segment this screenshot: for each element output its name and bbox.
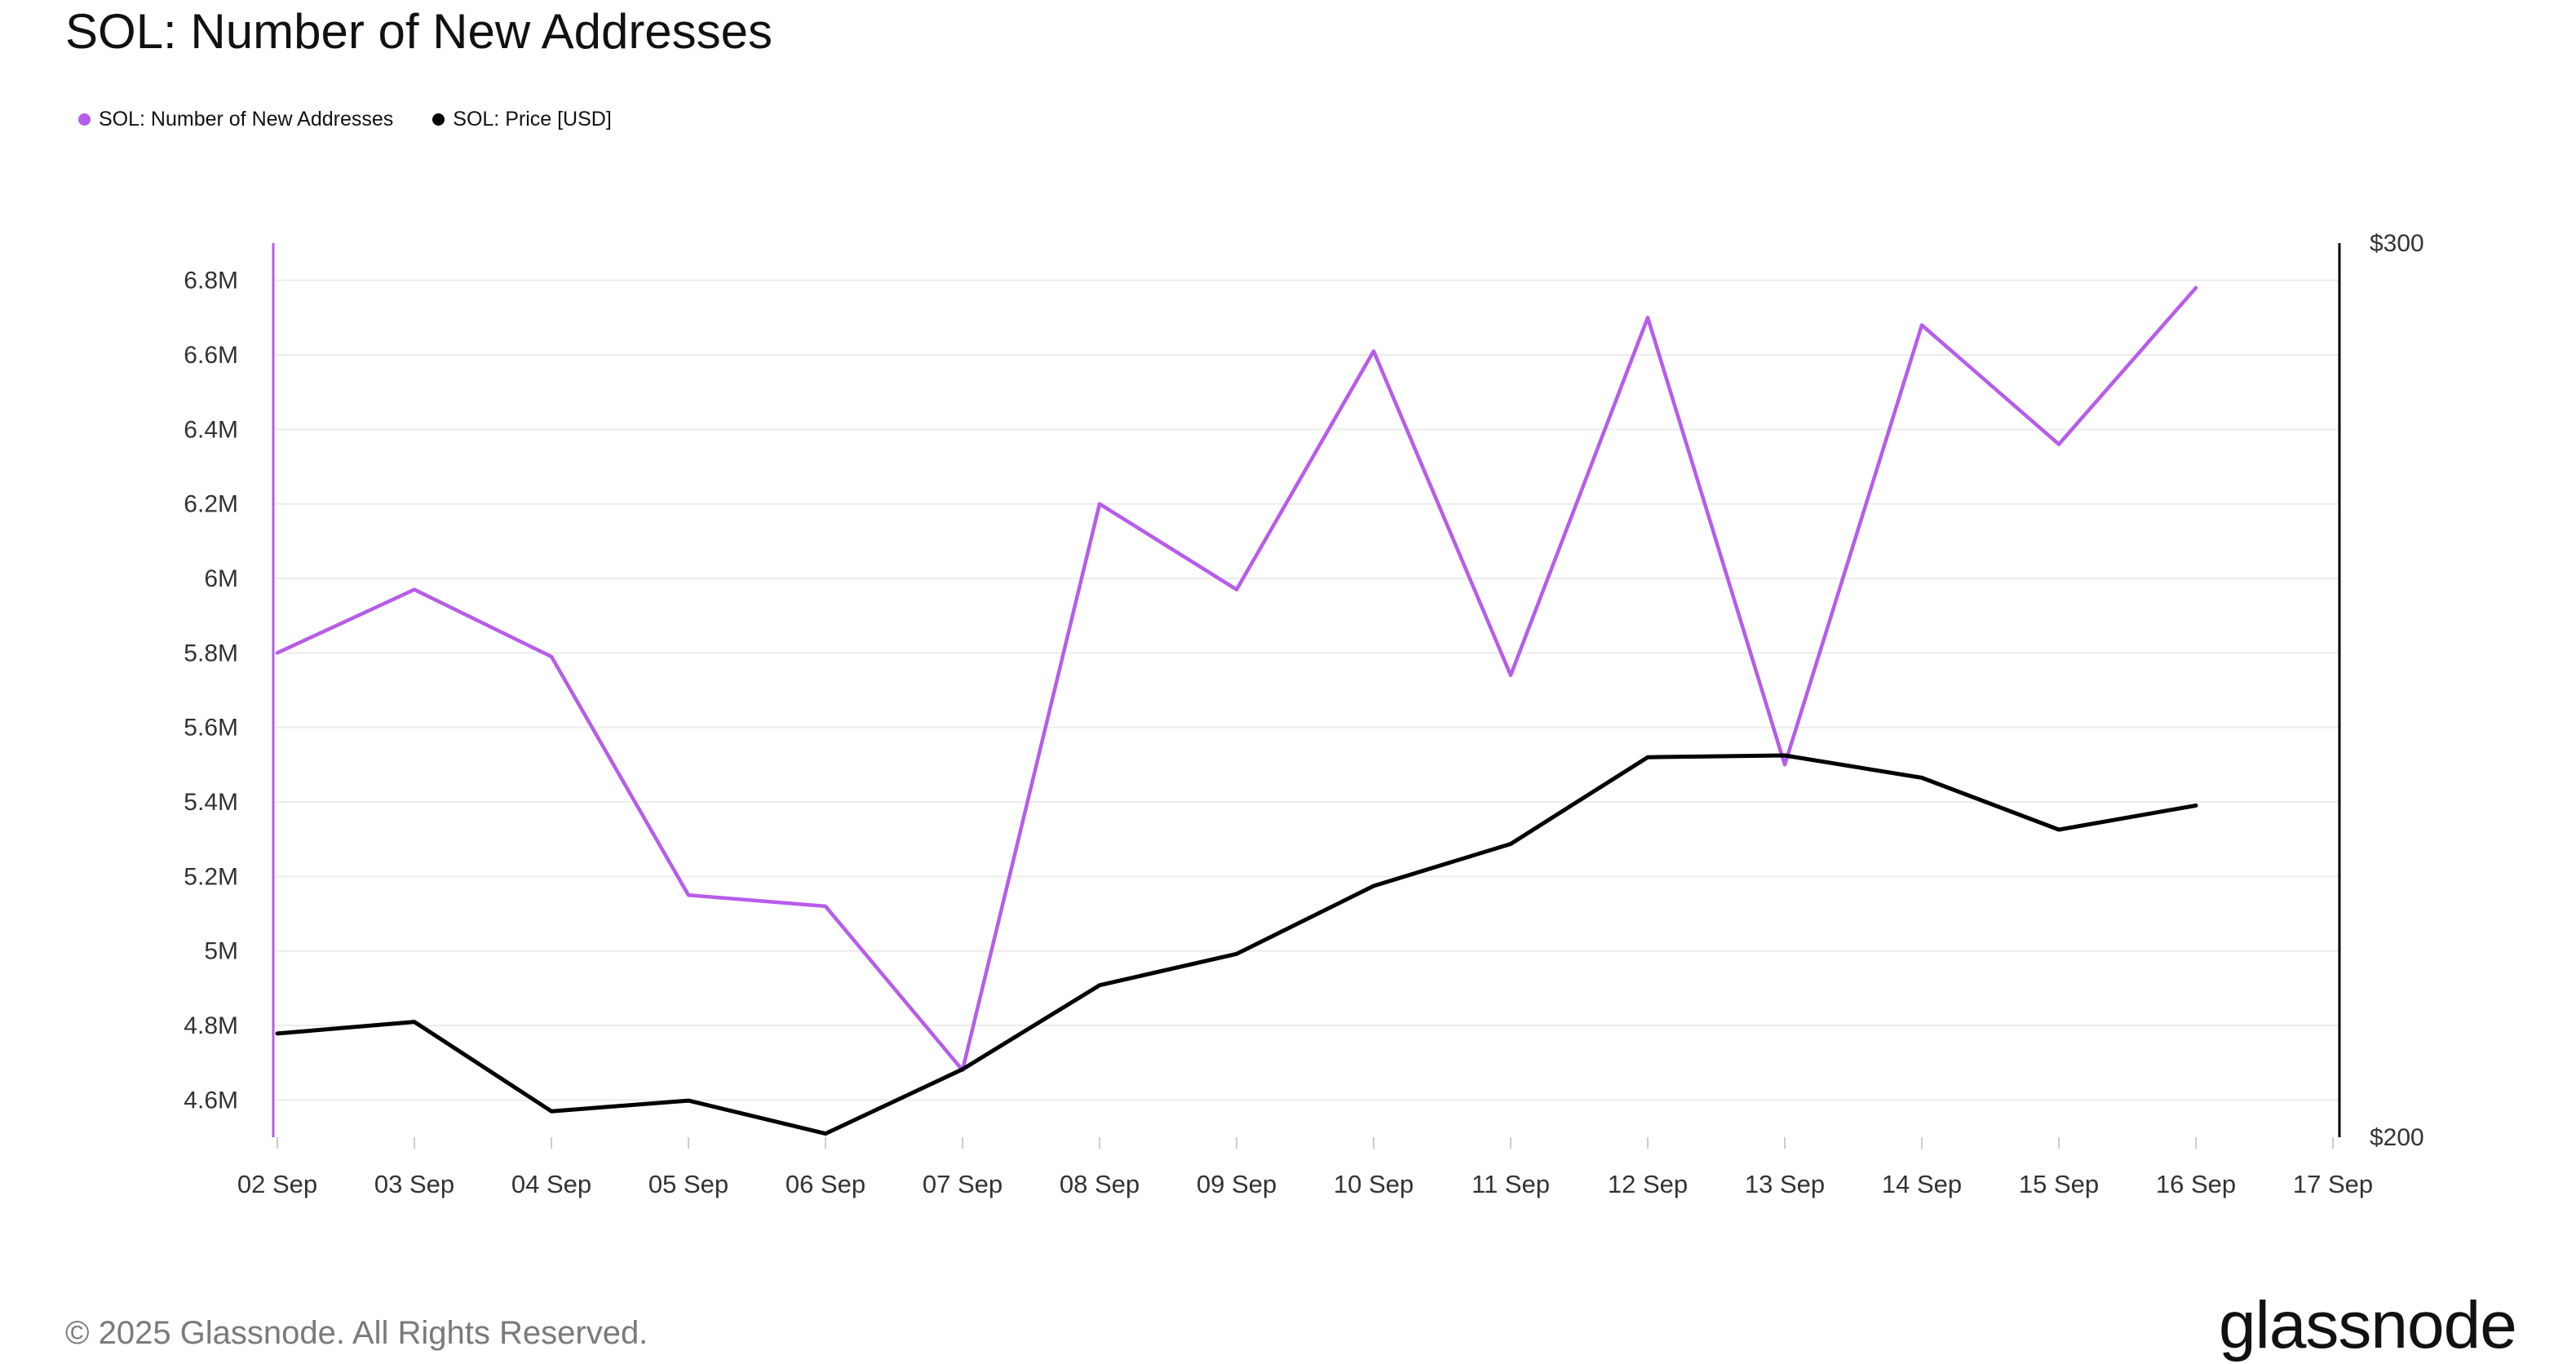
x-tick-label: 11 Sep bbox=[1472, 1170, 1550, 1198]
x-tick-label: 02 Sep bbox=[237, 1170, 317, 1198]
x-tick-label: 17 Sep bbox=[2293, 1170, 2373, 1198]
y-left-tick-label: 5.2M bbox=[184, 863, 238, 890]
legend: SOL: Number of New Addresses SOL: Price … bbox=[78, 108, 612, 131]
x-tick-label: 10 Sep bbox=[1334, 1170, 1414, 1198]
x-tick-label: 03 Sep bbox=[374, 1170, 454, 1198]
y-left-tick-label: 6.8M bbox=[184, 268, 238, 294]
y-left-tick-label: 6M bbox=[204, 565, 238, 592]
y-right-tick-label: $200 bbox=[2370, 1124, 2424, 1151]
x-tick-label: 13 Sep bbox=[1745, 1170, 1825, 1198]
legend-label-new-addresses: SOL: Number of New Addresses bbox=[99, 108, 394, 131]
x-tick-label: 05 Sep bbox=[648, 1170, 728, 1198]
x-tick-label: 06 Sep bbox=[786, 1170, 865, 1198]
y-left-tick-label: 6.2M bbox=[184, 491, 238, 518]
grid-lines bbox=[273, 279, 2339, 1101]
legend-label-price: SOL: Price [USD] bbox=[453, 108, 612, 131]
y-left-tick-label: 5.4M bbox=[184, 789, 238, 816]
x-tick-label: 04 Sep bbox=[511, 1170, 591, 1198]
y-left-tick-label: 5.8M bbox=[184, 640, 238, 666]
axes bbox=[272, 243, 2341, 1149]
x-tick-label: 07 Sep bbox=[923, 1170, 1003, 1198]
legend-dot-price bbox=[432, 113, 445, 126]
x-tick-label: 14 Sep bbox=[1882, 1170, 1962, 1198]
y-left-tick-label: 5M bbox=[204, 938, 238, 965]
y-left-tick-label: 5.6M bbox=[184, 715, 238, 742]
tick-labels: 4.6M 4.8M 5M 5.2M 5.4M 5.6M 5.8M 6M 6.2M 6.4M 6.6M… bbox=[184, 230, 2423, 1198]
legend-dot-new-addresses bbox=[78, 113, 91, 126]
y-right-tick-label: $300 bbox=[2370, 230, 2424, 257]
x-tick-label: 08 Sep bbox=[1060, 1170, 1140, 1198]
new-addresses-series-line bbox=[275, 286, 2198, 1073]
y-left-tick-label: 6.4M bbox=[184, 416, 238, 443]
legend-item-price[interactable]: SOL: Price [USD] bbox=[432, 108, 612, 131]
y-left-tick-label: 6.6M bbox=[184, 342, 238, 369]
brand-logo: glassnode bbox=[2219, 1288, 2517, 1362]
x-tick-label: 16 Sep bbox=[2156, 1170, 2236, 1198]
y-left-tick-label: 4.6M bbox=[184, 1087, 238, 1114]
series-lines bbox=[275, 286, 2198, 1136]
price-series-line bbox=[275, 753, 2198, 1136]
x-tick-label: 12 Sep bbox=[1608, 1170, 1688, 1198]
footer-copyright: © 2025 Glassnode. All Rights Reserved. bbox=[65, 1315, 648, 1351]
x-tick-label: 09 Sep bbox=[1197, 1170, 1277, 1198]
legend-item-new-addresses[interactable]: SOL: Number of New Addresses bbox=[78, 108, 393, 131]
x-tick-label: 15 Sep bbox=[2019, 1170, 2099, 1198]
chart-title: SOL: Number of New Addresses bbox=[65, 4, 773, 59]
y-left-tick-label: 4.8M bbox=[184, 1012, 238, 1039]
